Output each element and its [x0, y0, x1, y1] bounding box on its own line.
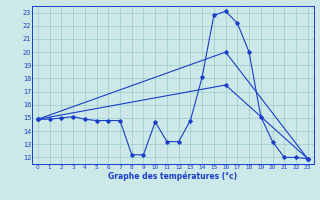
X-axis label: Graphe des températures (°c): Graphe des températures (°c) [108, 171, 237, 181]
